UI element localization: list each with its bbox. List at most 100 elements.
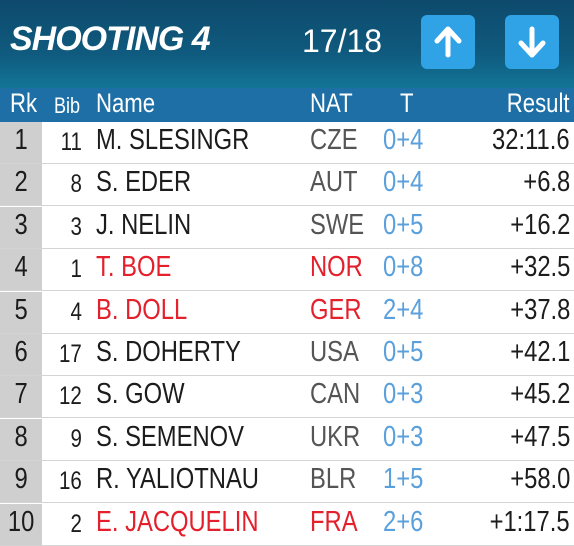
result: +6.8 <box>513 166 570 199</box>
name-text: S. DOHERTY <box>96 336 241 368</box>
shooting-text: 0+5 <box>383 208 424 241</box>
shooting-text: 0+4 <box>383 124 424 156</box>
shooting-text: 0+8 <box>383 251 424 284</box>
nat-text: AUT <box>310 166 358 199</box>
nat-text: NOR <box>310 251 363 284</box>
column-title-text: Name <box>96 88 156 118</box>
nat-text: CZE <box>310 124 358 156</box>
bib: 3 <box>68 213 82 242</box>
column-title: Result <box>493 88 570 119</box>
rank-cell <box>0 503 42 545</box>
name: E. JACQUELIN <box>96 506 294 539</box>
shooting: 0+8 <box>383 251 432 284</box>
rank: 2 <box>0 166 42 199</box>
name-text: S. GOW <box>96 378 185 411</box>
shooting-text: 0+5 <box>383 336 424 368</box>
header-bar: SHOOTING 4 17/18 <box>0 0 574 88</box>
column-title: T <box>400 88 417 119</box>
column-title-text: T <box>400 88 414 118</box>
result-row: 5 4 B. DOLL GER 2+4 +37.8 <box>0 291 574 334</box>
rank-cell <box>0 249 42 291</box>
result-row: 1 11 M. SLESINGR CZE 0+4 32:11.6 <box>0 122 574 164</box>
rank-cell <box>0 206 42 248</box>
rank: 6 <box>0 336 42 369</box>
column-title: Rk <box>10 88 43 119</box>
bib: 1 <box>68 255 82 284</box>
column-title-text: Bib <box>54 93 81 118</box>
nat-text: UKR <box>310 420 361 453</box>
up-button[interactable] <box>421 15 475 69</box>
name-text: S. SEMENOV <box>96 420 245 453</box>
rank: 3 <box>0 209 42 242</box>
nat: GER <box>310 294 373 327</box>
name: T. BOE <box>96 251 188 284</box>
result: +37.8 <box>497 294 570 327</box>
name: R. YALIOTNAU <box>96 463 295 496</box>
nat: BLR <box>310 463 366 496</box>
result-text: +45.2 <box>509 378 570 411</box>
column-header: Rk Bib Name NAT T Result <box>0 88 574 122</box>
result-row: 8 9 S. SEMENOV UKR 0+3 +47.5 <box>0 418 574 461</box>
result: 32:11.6 <box>475 124 570 157</box>
nat: CAN <box>310 378 371 411</box>
nat: CZE <box>310 124 368 157</box>
nat-text: USA <box>310 336 359 368</box>
progress: 17/18 <box>302 23 383 59</box>
up-arrow <box>434 26 462 58</box>
rank-text: 10 <box>7 505 35 538</box>
name: S. GOW <box>96 378 204 411</box>
result-row: 10 2 E. JACQUELIN FRA 2+6 +1:17.5 <box>0 503 574 546</box>
nat: SWE <box>310 209 376 242</box>
nat-text: BLR <box>310 463 357 496</box>
result-text: +16.2 <box>509 208 570 241</box>
bib-text: 17 <box>59 340 82 368</box>
rank: 10 <box>0 506 42 539</box>
bib-text: 11 <box>60 128 82 156</box>
down-button[interactable] <box>505 15 559 69</box>
rank-cell <box>0 122 42 163</box>
result-text: +32.5 <box>509 251 570 284</box>
shooting: 0+5 <box>383 209 432 242</box>
rank-cell <box>0 376 42 418</box>
name-text: B. DOLL <box>96 293 188 326</box>
result-text: +58.0 <box>509 463 570 496</box>
name: S. EDER <box>96 166 212 199</box>
name: J. NELIN <box>96 209 212 242</box>
result: +32.5 <box>497 251 570 284</box>
title: SHOOTING 4 <box>10 20 211 58</box>
result: +45.2 <box>497 378 570 411</box>
column-title-text: NAT <box>310 88 353 118</box>
shooting: 0+4 <box>383 124 432 157</box>
rank-cell <box>0 461 42 503</box>
nat-text: SWE <box>310 208 365 241</box>
bib: 4 <box>68 298 82 327</box>
rank: 9 <box>0 463 42 496</box>
name-text: T. BOE <box>96 251 172 284</box>
rank-cell <box>0 164 42 206</box>
shooting-text: 0+3 <box>383 378 424 411</box>
shooting-text: 1+5 <box>383 463 424 496</box>
result-row: 9 16 R. YALIOTNAU BLR 1+5 +58.0 <box>0 461 574 504</box>
bib-text: 16 <box>59 467 82 496</box>
nat-text: FRA <box>310 505 358 538</box>
shooting-text: 0+4 <box>383 166 424 199</box>
bib: 2 <box>68 510 82 539</box>
nat: AUT <box>310 166 368 199</box>
nat: USA <box>310 336 370 369</box>
down-arrow <box>518 26 546 58</box>
result-text: 32:11.6 <box>492 124 570 156</box>
column-title-text: Result <box>507 88 570 118</box>
rank-text: 7 <box>14 378 28 411</box>
bib-text: 12 <box>59 382 82 411</box>
result-text: +47.5 <box>509 420 570 453</box>
nat-text: GER <box>310 293 362 326</box>
name-text: R. YALIOTNAU <box>96 463 259 496</box>
bib: 11 <box>56 128 82 157</box>
shooting-text: 0+3 <box>383 420 424 453</box>
column-title-text: Rk <box>10 88 38 118</box>
result-text: +6.8 <box>523 166 570 199</box>
rank: 8 <box>0 421 42 454</box>
result-text: +37.8 <box>509 293 570 326</box>
name-text: J. NELIN <box>96 208 192 241</box>
rank: 5 <box>0 294 42 327</box>
